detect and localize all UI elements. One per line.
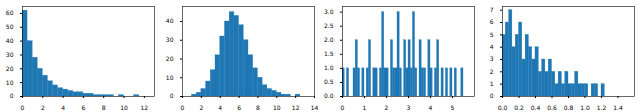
svg-text:50: 50: [6, 23, 14, 30]
svg-text:3.0: 3.0: [324, 8, 334, 15]
svg-text:0.6: 0.6: [547, 104, 557, 111]
svg-text:4: 4: [61, 104, 65, 111]
svg-text:0: 0: [490, 92, 494, 99]
svg-text:0: 0: [181, 104, 185, 111]
svg-text:8: 8: [256, 104, 260, 111]
svg-text:0: 0: [21, 104, 25, 111]
svg-text:1: 1: [490, 80, 494, 87]
svg-text:2.0: 2.0: [324, 36, 334, 43]
svg-text:10: 10: [6, 79, 14, 86]
svg-text:60: 60: [6, 9, 14, 16]
svg-text:5: 5: [451, 104, 455, 111]
svg-text:10: 10: [120, 104, 128, 111]
svg-text:10: 10: [166, 74, 174, 81]
svg-text:4: 4: [490, 43, 494, 50]
svg-text:20: 20: [166, 55, 174, 62]
svg-text:0.5: 0.5: [324, 78, 334, 85]
svg-text:40: 40: [166, 17, 174, 24]
svg-text:4: 4: [218, 104, 222, 111]
svg-text:0.8: 0.8: [564, 104, 574, 111]
svg-text:1.4: 1.4: [613, 104, 623, 111]
svg-text:8: 8: [102, 104, 106, 111]
svg-text:0: 0: [170, 92, 174, 99]
svg-text:0: 0: [10, 92, 14, 99]
svg-text:10: 10: [273, 104, 281, 111]
svg-text:1.5: 1.5: [324, 50, 334, 57]
svg-text:2.5: 2.5: [324, 22, 334, 29]
svg-text:0.2: 0.2: [514, 104, 524, 111]
svg-text:6: 6: [237, 104, 241, 111]
svg-text:1.0: 1.0: [580, 104, 590, 111]
svg-text:30: 30: [166, 36, 174, 43]
svg-text:3: 3: [407, 104, 411, 111]
svg-text:1: 1: [363, 104, 367, 111]
svg-text:12: 12: [141, 104, 149, 111]
svg-text:12: 12: [292, 104, 300, 111]
svg-text:6: 6: [82, 104, 86, 111]
svg-text:1.0: 1.0: [324, 64, 334, 71]
svg-text:6: 6: [490, 18, 494, 25]
svg-text:14: 14: [311, 104, 319, 111]
svg-text:2: 2: [490, 68, 494, 75]
svg-text:2: 2: [385, 104, 389, 111]
svg-text:0.4: 0.4: [531, 104, 541, 111]
svg-text:2: 2: [41, 104, 45, 111]
svg-text:7: 7: [490, 6, 494, 13]
svg-text:30: 30: [6, 51, 14, 58]
svg-text:0: 0: [341, 104, 345, 111]
svg-text:2: 2: [199, 104, 203, 111]
svg-text:5: 5: [490, 31, 494, 38]
svg-text:0.0: 0.0: [324, 92, 334, 99]
svg-text:40: 40: [6, 37, 14, 44]
svg-text:20: 20: [6, 65, 14, 72]
svg-text:0.0: 0.0: [498, 104, 508, 111]
svg-text:1.2: 1.2: [597, 104, 607, 111]
svg-text:4: 4: [429, 104, 433, 111]
svg-text:3: 3: [490, 55, 494, 62]
